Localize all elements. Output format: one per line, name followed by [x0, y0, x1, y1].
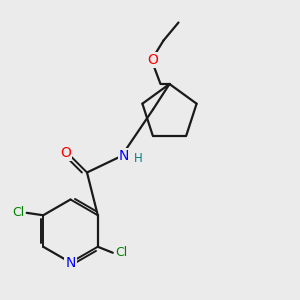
Text: O: O — [148, 53, 158, 67]
Text: Cl: Cl — [115, 246, 127, 259]
Text: H: H — [134, 152, 142, 166]
Text: N: N — [118, 149, 129, 163]
Text: N: N — [65, 256, 76, 270]
Text: Cl: Cl — [12, 206, 24, 219]
Text: O: O — [61, 146, 71, 160]
